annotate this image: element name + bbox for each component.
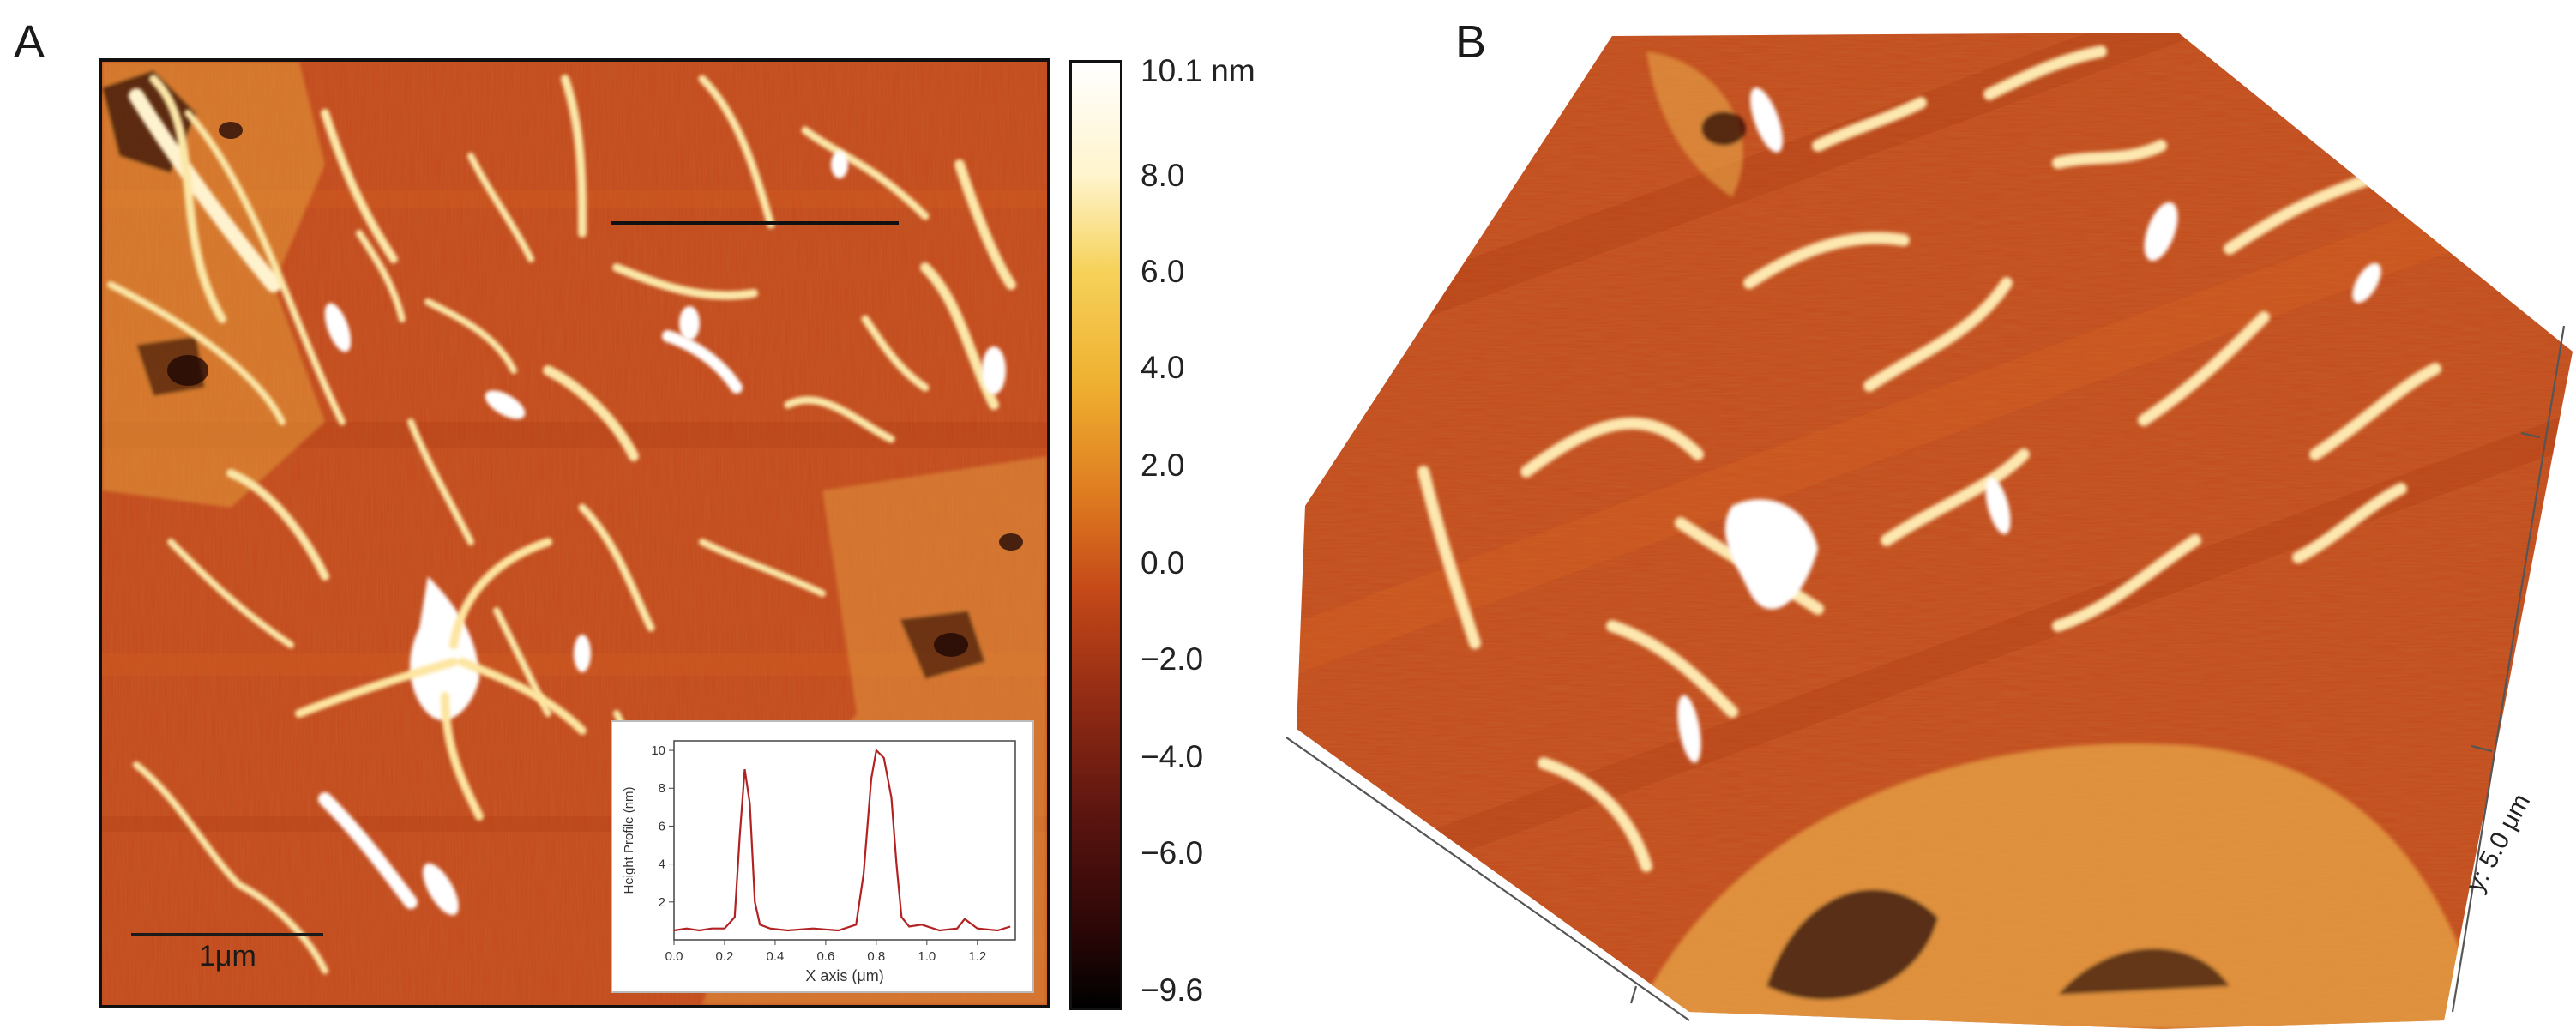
height-profile-line [611,221,899,225]
inset-x-tick-label: 0.6 [816,949,834,964]
colorbar-tick: 0.0 [1141,545,1185,581]
scale-bar-label: 1μm [199,940,256,972]
surface-texture [1297,33,2573,1029]
colorbar-tick: 6.0 [1141,254,1185,289]
inset-x-tick-label: 0.0 [665,949,683,964]
3d-axes [1286,325,2566,1021]
panel-b-letter: B [1455,16,1487,68]
height-colorbar [1069,60,1122,1010]
colorbar-tick: 2.0 [1141,448,1185,483]
inset-y-axis-label: Height Profile (nm) [622,786,636,894]
colorbar-tick: −2.0 [1141,641,1204,677]
colorbar-tick: 4.0 [1141,350,1185,385]
inset-y-tick-label: 4 [659,858,665,872]
colorbar-tick: 8.0 [1141,158,1185,193]
colorbar-tick: −6.0 [1141,835,1204,870]
inset-x-axis-label: X axis (μm) [805,967,883,984]
colorbar-min-label: −9.6 [1141,972,1204,1008]
height-profile-inset: 2 4 6 8 10 0.0 0.2 0.4 0.6 0.8 1.0 1.2 X axis (μm)… [611,720,1034,993]
inset-x-tick-label: 1.2 [968,949,986,964]
colorbar-max-label: 10.1 nm [1141,53,1255,88]
scale-bar [131,933,323,936]
inset-x-tick-label: 0.8 [867,949,885,964]
afm-3d-rendering [1286,26,2576,1029]
panel-a-letter: A [14,16,45,68]
profile-series-line [673,748,1011,932]
inset-y-tick-label: 6 [659,819,665,833]
colorbar-tick: −4.0 [1141,739,1204,774]
inset-x-tick-label: 0.4 [766,949,784,964]
afm-3d-surface [1286,33,2573,1029]
inset-plot-frame [673,740,1016,941]
inset-y-tick-label: 2 [659,895,665,910]
inset-x-tick-label: 0.2 [716,949,734,964]
height-profile-chart: 2 4 6 8 10 0.0 0.2 0.4 0.6 0.8 1.0 1.2 X axis (μm)… [622,740,1016,984]
inset-y-tick-label: 8 [659,781,665,796]
inset-x-tick-label: 1.0 [918,949,936,964]
inset-y-tick-label: 10 [651,743,665,758]
